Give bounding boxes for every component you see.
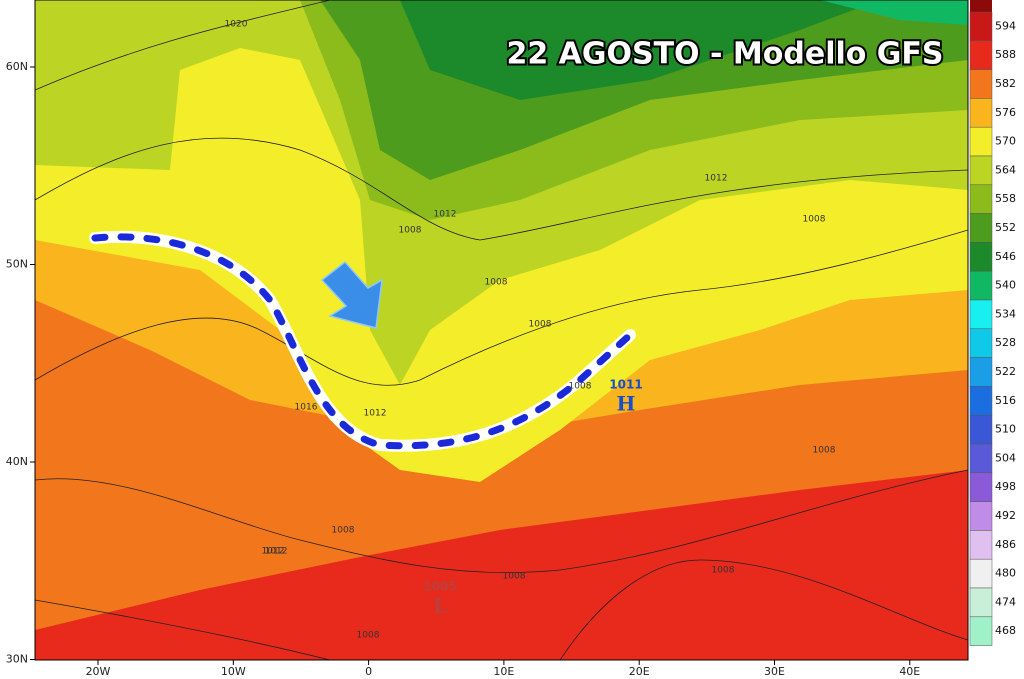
colorbar-swatch	[969, 69, 993, 99]
colorbar-label: 474	[995, 595, 1016, 608]
colorbar-swatch	[969, 587, 993, 618]
colorbar-swatch	[969, 98, 993, 128]
isobar-label: 1012	[364, 409, 387, 419]
colorbar-swatch	[969, 11, 993, 42]
map-frame	[34, 0, 969, 661]
isobar-label: 1008	[485, 278, 508, 288]
isobars	[34, 0, 969, 661]
colorbar: 594 588 582 576 570 564 558 552 546 540 534 528 522 5…	[969, 0, 1016, 646]
colorbar-label: 552	[995, 221, 1016, 234]
colorbar-swatch	[969, 126, 993, 157]
lon-label: 10E	[493, 665, 514, 678]
isobar-label: 1008	[569, 382, 592, 392]
lon-label: 20E	[629, 665, 650, 678]
isobar-label: 1012	[434, 210, 457, 220]
colorbar-swatch	[969, 472, 993, 502]
colorbar-swatch	[969, 386, 993, 416]
colorbar-label: 540	[995, 279, 1016, 292]
colorbar-swatch	[969, 414, 993, 445]
axes: 60N 50N 40N 30N 20W 10W 0 10E 20E 30E 40E	[6, 60, 921, 678]
isobar	[34, 137, 969, 241]
colorbar-label: 510	[995, 423, 1016, 436]
lon-label: 40E	[899, 665, 920, 678]
band-540	[820, 0, 968, 25]
colorbar-label: 558	[995, 192, 1016, 205]
colorbar-swatch	[969, 40, 993, 70]
colorbar-swatch	[969, 530, 993, 560]
colorbar-swatch	[969, 616, 993, 646]
isobar-label: 1008	[803, 215, 826, 225]
band-546	[400, 0, 880, 100]
isobar-label: 1008	[813, 446, 836, 456]
center-letter: L	[433, 594, 447, 618]
colorbar-swatch	[969, 443, 993, 474]
center-value: 1005	[423, 580, 456, 594]
isobar	[34, 469, 969, 574]
colorbar-label: 588	[995, 48, 1016, 61]
isobar-label: 1012	[265, 547, 288, 557]
colorbar-label: 582	[995, 77, 1016, 90]
center-value: 1011	[609, 378, 642, 392]
colorbar-label: 528	[995, 336, 1016, 349]
colorbar-label: 480	[995, 567, 1016, 580]
isobar	[34, 229, 969, 386]
colorbar-swatch	[969, 558, 993, 589]
colorbar-swatch	[969, 299, 993, 330]
colorbar-swatch	[969, 213, 993, 243]
lat-label: 50N	[6, 258, 28, 271]
colorbar-label: 522	[995, 365, 1016, 378]
isobar	[34, 599, 331, 661]
lat-label: 40N	[6, 455, 28, 468]
colorbar-label: 576	[995, 106, 1016, 119]
lat-label: 30N	[6, 653, 28, 666]
colorbar-label: 594	[995, 19, 1016, 32]
colorbar-label: 492	[995, 509, 1016, 522]
colorbar-swatch	[969, 270, 993, 301]
colorbar-swatch	[969, 155, 993, 186]
colorbar-swatch	[969, 501, 993, 531]
height-field	[35, 0, 968, 660]
isobar-label: 1008	[503, 572, 526, 582]
colorbar-swatch	[969, 242, 993, 272]
isobar-label: 1012	[262, 547, 285, 557]
lon-label: 30E	[764, 665, 785, 678]
colorbar-label: 516	[995, 394, 1016, 407]
isobar-label: 1016	[295, 403, 318, 413]
isobar-label: 1008	[712, 566, 735, 576]
isobar	[559, 559, 969, 661]
lon-label: 20W	[86, 665, 111, 678]
colorbar-cap	[970, 0, 992, 12]
colorbar-label: 534	[995, 307, 1016, 320]
isobar-labels: 1020 1012 1012 1008 1008 1008 1008 1012 1016 1012…	[225, 20, 836, 641]
colorbar-label: 570	[995, 135, 1016, 148]
isobar-label: 1020	[225, 20, 248, 30]
colorbar-label: 564	[995, 163, 1016, 176]
colorbar-swatch	[969, 328, 993, 358]
isobar-label: 1012	[705, 174, 728, 184]
colorbar-label: 498	[995, 480, 1016, 493]
isobar-label: 1008	[399, 226, 422, 236]
colorbar-swatch	[969, 357, 993, 387]
map-title: 22 AGOSTO - Modello GFS	[506, 37, 943, 72]
colorbar-label: 486	[995, 538, 1016, 551]
trough-line	[91, 233, 634, 450]
lat-label: 60N	[6, 60, 28, 73]
colorbar-label: 468	[995, 624, 1016, 637]
lon-label: 10W	[221, 665, 246, 678]
isobar-label: 1008	[529, 320, 552, 330]
isobar-label: 1008	[332, 526, 355, 536]
lon-label: 0	[365, 665, 372, 678]
isobar-label: 1008	[357, 631, 380, 641]
isobar	[34, 0, 331, 91]
flow-arrow	[320, 260, 383, 329]
center-letter: H	[617, 392, 636, 416]
colorbar-label: 504	[995, 451, 1016, 464]
colorbar-label: 546	[995, 250, 1016, 263]
colorbar-swatch	[969, 184, 993, 214]
